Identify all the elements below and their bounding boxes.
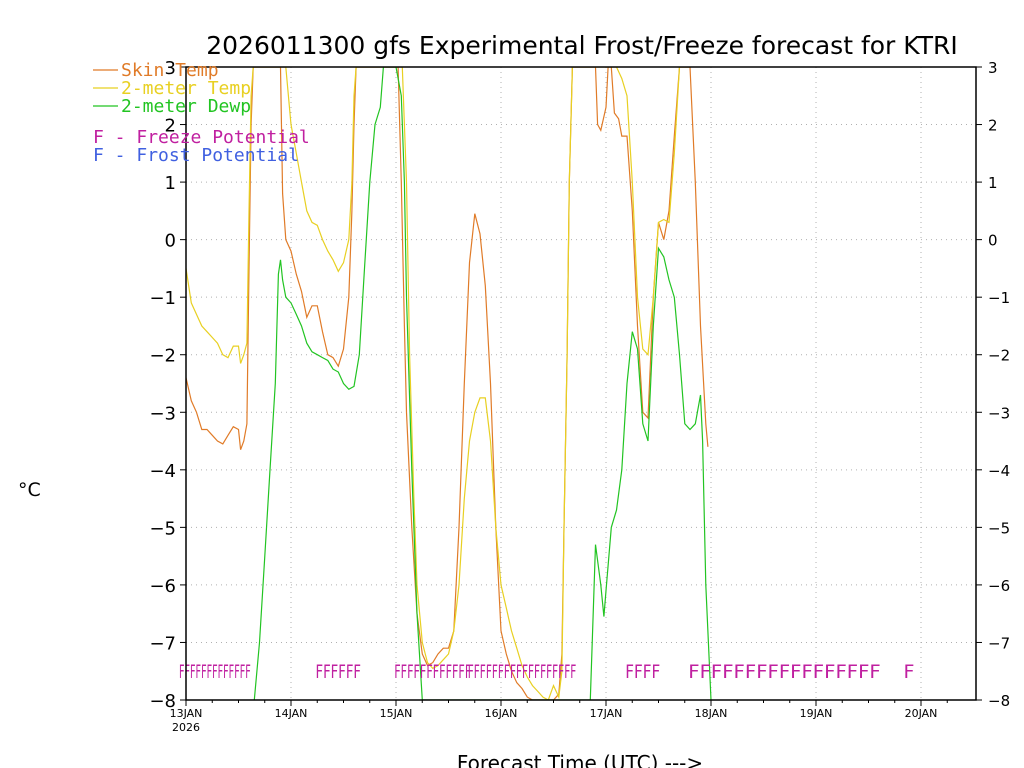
y-tick-label-right: −3	[988, 404, 1010, 422]
grid-lines	[185, 67, 976, 700]
x-tick-sublabel: 2026	[172, 721, 200, 734]
y-tick-label-right: −1	[988, 289, 1010, 307]
x-tick-label: 15JAN	[380, 707, 413, 720]
potential-legend-label: - Frost Potential	[104, 145, 299, 166]
x-tick-label: 13JAN	[170, 707, 203, 720]
y-axis-left: −8 −7 −6 −5 −4 −3 −2 −1 0 1 2 3	[149, 58, 186, 712]
y-tick-label-left: −3	[149, 403, 176, 424]
potential-legend-item: F - Freeze Potential	[93, 127, 310, 148]
potential-legend-item: F - Frost Potential	[93, 145, 299, 166]
freeze-mark-4: FFFF	[625, 661, 660, 683]
legend-label: Skin Temp	[121, 60, 219, 81]
freeze-mark-0: FFFFFFFFFFFFF	[179, 661, 251, 683]
x-tick-label: 16JAN	[485, 707, 518, 720]
y-tick-label-left: 3	[165, 58, 176, 79]
y-tick-label-left: −6	[149, 576, 176, 597]
series-line-2-meter-dewp	[253, 67, 712, 700]
legend-label: 2-meter Dewp	[121, 96, 251, 117]
y-tick-label-left: −5	[149, 518, 176, 539]
y-tick-label-left: 2	[165, 116, 176, 137]
y-tick-label-left: −4	[149, 461, 176, 482]
y-tick-label-right: 2	[988, 117, 998, 135]
y-tick-label-right: −2	[988, 347, 1010, 365]
freeze-mark-1: FFFFFF	[316, 661, 362, 683]
x-tick-label: 18JAN	[695, 707, 728, 720]
y-tick-label-left: −2	[149, 346, 176, 367]
series-line-2-meter-temp	[186, 67, 690, 700]
y-tick-label-right: −5	[988, 519, 1010, 537]
freeze-mark-3: FFFFFFFFFFFFFFFFFF	[468, 661, 577, 683]
legend-label: 2-meter Temp	[121, 78, 251, 99]
y-tick-label-right: 1	[988, 174, 998, 192]
y-tick-label-right: 3	[988, 59, 998, 77]
series-layer	[186, 67, 712, 700]
y-tick-label-right: −4	[988, 462, 1010, 480]
y-tick-label-right: 0	[988, 232, 998, 250]
y-tick-label-left: −7	[149, 633, 176, 654]
x-tick-label: 19JAN	[800, 707, 833, 720]
y-tick-label-left: −1	[149, 288, 176, 309]
potential-legend-symbol: F	[93, 127, 104, 148]
freeze-mark-2: FFFFFFFFFFFF	[394, 661, 471, 683]
freeze-mark-5: FFFFFFFFFFFFFFFFF	[688, 661, 881, 683]
x-axis-label: Forecast Time (UTC) --->	[457, 751, 703, 768]
freeze-mark-6: F	[904, 661, 915, 683]
potential-legend-label: - Freeze Potential	[104, 127, 310, 148]
x-tick-label: 20JAN	[905, 707, 938, 720]
y-tick-label-right: −7	[988, 634, 1010, 652]
y-axis-label: °C	[18, 479, 41, 501]
potential-marks-layer: FFFFFFFFFFFFF FFFFFF FFFFFFFFFFFFFFFFFFFFF…	[179, 661, 914, 683]
y-tick-label-right: −8	[988, 692, 1010, 710]
y-tick-label-right: −6	[988, 577, 1010, 595]
y-axis-right: −8 −7 −6 −5 −4 −3 −2 −1 0 1 2 3	[976, 59, 1010, 710]
potential-legend-symbol: F	[93, 145, 104, 166]
x-tick-label: 17JAN	[590, 707, 623, 720]
x-tick-label: 14JAN	[275, 707, 308, 720]
chart-title: 2026011300 gfs Experimental Frost/Freeze…	[206, 31, 957, 60]
y-tick-label-left: 1	[165, 173, 176, 194]
y-tick-label-left: 0	[165, 231, 176, 252]
y-tick-label-left: −8	[149, 691, 176, 712]
plot-frame	[185, 66, 977, 701]
